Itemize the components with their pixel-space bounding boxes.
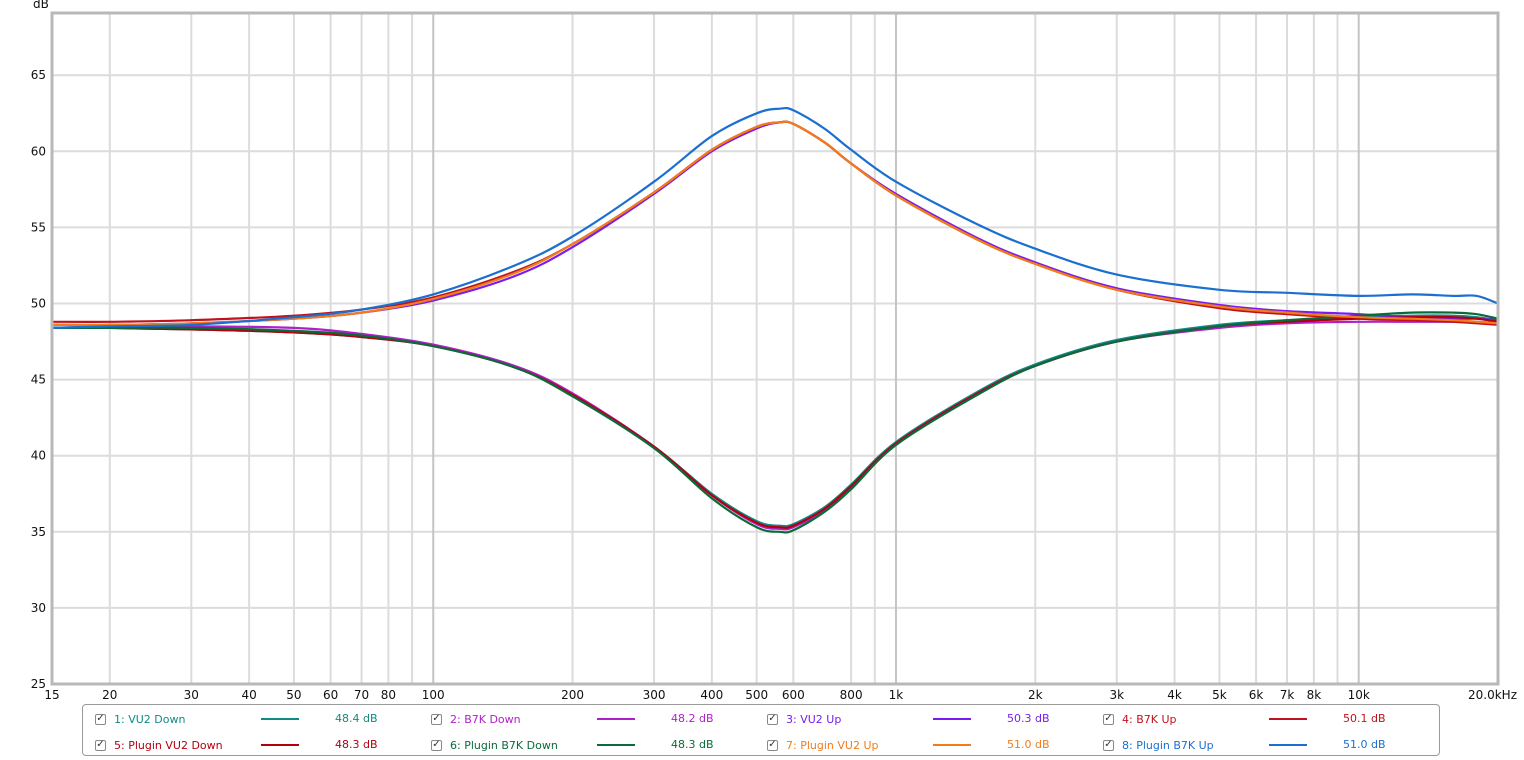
curve-1 [51, 314, 1499, 528]
x-tick-label: 60 [323, 688, 338, 702]
plot-frame [50, 11, 1500, 686]
curve-8 [51, 106, 1499, 329]
legend-item-8[interactable]: ✓ 8: Plugin B7K Up [1103, 737, 1214, 753]
legend-label: 5: Plugin VU2 Down [114, 738, 223, 752]
x-tick-label: 10k [1348, 688, 1370, 702]
legend-value-7: 51.0 dB [1007, 738, 1050, 751]
curve-2 [51, 320, 1499, 531]
x-tick-label: 1k [889, 688, 904, 702]
x-tick-label: 200 [561, 688, 584, 702]
legend-swatch-6 [597, 744, 635, 746]
grid-lines [52, 13, 1498, 684]
legend-value-8: 51.0 dB [1343, 738, 1386, 751]
legend-item-5[interactable]: ✓ 5: Plugin VU2 Down [95, 737, 223, 753]
legend-panel: ✓ 1: VU2 Down 48.4 dB ✓ 2: B7K Down 48.2… [82, 704, 1440, 756]
legend-value-3: 50.3 dB [1007, 712, 1050, 725]
legend-swatch-2 [597, 718, 635, 720]
checkbox-icon[interactable]: ✓ [431, 739, 442, 751]
legend-value-1: 48.4 dB [335, 712, 378, 725]
checkbox-icon[interactable]: ✓ [1103, 739, 1114, 751]
y-axis-ticks: 25 30 35 40 45 50 55 60 65 [31, 68, 46, 691]
y-tick-label: 35 [31, 525, 46, 539]
legend-swatch-1 [261, 718, 299, 720]
legend-label: 8: Plugin B7K Up [1122, 738, 1214, 752]
legend-label: 4: B7K Up [1122, 712, 1177, 726]
y-tick-label: 60 [31, 144, 46, 158]
legend-item-3[interactable]: ✓ 3: VU2 Up [767, 711, 841, 727]
checkbox-icon[interactable]: ✓ [95, 713, 106, 725]
legend-swatch-3 [933, 718, 971, 720]
legend-label: 2: B7K Down [450, 712, 521, 726]
legend-label: 6: Plugin B7K Down [450, 738, 558, 752]
x-tick-label: 2k [1028, 688, 1043, 702]
x-tick-label: 70 [354, 688, 369, 702]
x-tick-label: 3k [1109, 688, 1124, 702]
legend-value-2: 48.2 dB [671, 712, 714, 725]
y-axis-unit-label: dB [33, 0, 49, 11]
legend-value-4: 50.1 dB [1343, 712, 1386, 725]
x-tick-label: 40 [241, 688, 256, 702]
legend-item-1[interactable]: ✓ 1: VU2 Down [95, 711, 185, 727]
legend-swatch-8 [1269, 744, 1307, 746]
checkbox-icon[interactable]: ✓ [767, 713, 778, 725]
legend-swatch-4 [1269, 718, 1307, 720]
x-tick-label: 20 [102, 688, 117, 702]
curve-6 [52, 311, 1499, 534]
x-tick-label: 7k [1280, 688, 1295, 702]
x-tick-label: 30 [184, 688, 199, 702]
y-tick-label: 30 [31, 601, 46, 615]
x-tick-label: 100 [422, 688, 445, 702]
x-tick-label: 80 [381, 688, 396, 702]
frequency-response-chart: 25 30 35 40 45 50 55 60 65 15 20 30 40 50 60 70 80 100 20… [31, 0, 1517, 702]
x-tick-label: 8k [1307, 688, 1322, 702]
checkbox-icon[interactable]: ✓ [95, 739, 106, 751]
legend-value-5: 48.3 dB [335, 738, 378, 751]
x-tick-label: 50 [286, 688, 301, 702]
x-tick-label: 400 [700, 688, 723, 702]
x-tick-label: 4k [1167, 688, 1182, 702]
x-axis-ticks: 15 20 30 40 50 60 70 80 100 200 300 400 500 600 800 1k 2… [44, 688, 1517, 702]
legend-swatch-5 [261, 744, 299, 746]
x-tick-label: 6k [1249, 688, 1264, 702]
legend-item-4[interactable]: ✓ 4: B7K Up [1103, 711, 1177, 727]
legend-label: 7: Plugin VU2 Up [786, 738, 879, 752]
legend-swatch-7 [933, 744, 971, 746]
legend-item-7[interactable]: ✓ 7: Plugin VU2 Up [767, 737, 878, 753]
checkbox-icon[interactable]: ✓ [767, 739, 778, 751]
y-tick-label: 50 [31, 297, 46, 311]
legend-item-6[interactable]: ✓ 6: Plugin B7K Down [431, 737, 558, 753]
x-tick-label: 20.0kHz [1468, 688, 1517, 702]
curve-7 [51, 120, 1499, 327]
plot-curves [51, 106, 1499, 534]
y-tick-label: 40 [31, 449, 46, 463]
x-tick-label: 800 [840, 688, 863, 702]
x-tick-label: 5k [1212, 688, 1227, 702]
y-tick-label: 65 [31, 68, 46, 82]
x-tick-label: 15 [44, 688, 59, 702]
checkbox-icon[interactable]: ✓ [431, 713, 442, 725]
y-tick-label: 25 [31, 677, 46, 691]
x-tick-label: 600 [782, 688, 805, 702]
x-tick-label: 500 [745, 688, 768, 702]
legend-label: 3: VU2 Up [786, 712, 842, 726]
legend-label: 1: VU2 Down [114, 712, 186, 726]
curve-5 [51, 315, 1499, 529]
y-tick-label: 45 [31, 373, 46, 387]
legend-item-2[interactable]: ✓ 2: B7K Down [431, 711, 521, 727]
x-tick-label: 300 [643, 688, 666, 702]
checkbox-icon[interactable]: ✓ [1103, 713, 1114, 725]
legend-value-6: 48.3 dB [671, 738, 714, 751]
y-tick-label: 55 [31, 220, 46, 234]
